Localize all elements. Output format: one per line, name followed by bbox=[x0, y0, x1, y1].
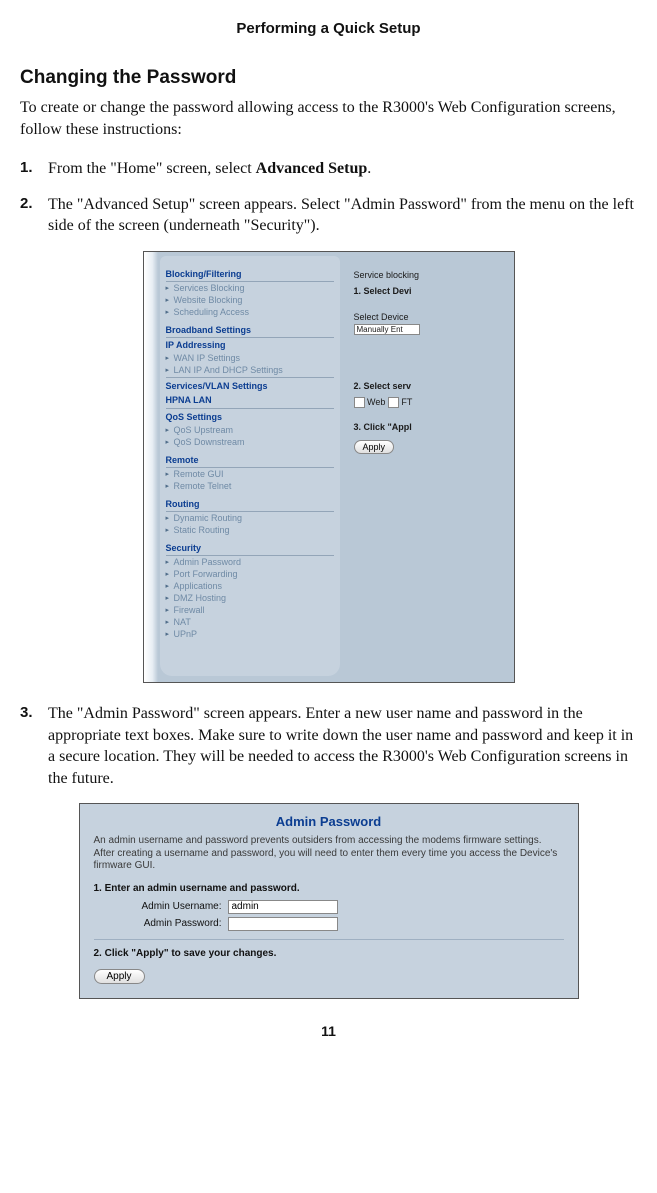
main-panel: Service blocking 1. Select Devi Select D… bbox=[344, 252, 514, 682]
nav-item[interactable]: Remote Telnet bbox=[166, 480, 334, 492]
ft-checkbox[interactable] bbox=[388, 397, 399, 408]
ft-label: FT bbox=[401, 397, 412, 407]
intro-text: To create or change the password allowin… bbox=[20, 97, 637, 140]
nav-item[interactable]: UPnP bbox=[166, 628, 334, 640]
password-label: Admin Password: bbox=[122, 918, 222, 929]
nav-sidebar: Blocking/Filtering Services Blocking Web… bbox=[160, 256, 340, 676]
nav-item-admin-password[interactable]: Admin Password bbox=[166, 556, 334, 568]
nav-item[interactable]: Services Blocking bbox=[166, 282, 334, 294]
nav-subhead-services: Services/VLAN Settings bbox=[166, 379, 334, 393]
main-step1: 1. Select Devi bbox=[354, 282, 514, 298]
section-title: Changing the Password bbox=[20, 67, 637, 89]
apply-button[interactable]: Apply bbox=[354, 440, 395, 454]
username-label: Admin Username: bbox=[122, 901, 222, 912]
panel-description: An admin username and password prevents … bbox=[94, 835, 564, 873]
nav-item[interactable]: WAN IP Settings bbox=[166, 352, 334, 364]
main-step2: 2. Select serv bbox=[354, 377, 514, 393]
password-input[interactable] bbox=[228, 917, 338, 931]
web-label: Web bbox=[367, 397, 385, 407]
select-device-dropdown[interactable]: Manually Ent bbox=[354, 324, 420, 335]
nav-subhead-hpna: HPNA LAN bbox=[166, 393, 334, 407]
step-1-pre: From the "Home" screen, select bbox=[48, 160, 256, 177]
apply-button[interactable]: Apply bbox=[94, 969, 145, 984]
nav-head-blocking: Blocking/Filtering bbox=[166, 266, 334, 282]
nav-subhead-ipaddr: IP Addressing bbox=[166, 338, 334, 352]
checkbox-row: Web FT bbox=[354, 393, 514, 410]
nav-head-remote: Remote bbox=[166, 452, 334, 468]
figure-admin-password-panel: Admin Password An admin username and pas… bbox=[79, 803, 579, 999]
panel-step1: 1. Enter an admin username and password. bbox=[94, 883, 564, 894]
nav-subhead-qos: QoS Settings bbox=[166, 410, 334, 424]
nav-head-broadband: Broadband Settings bbox=[166, 322, 334, 338]
nav-head-security: Security bbox=[166, 540, 334, 556]
nav-item[interactable]: Dynamic Routing bbox=[166, 512, 334, 524]
nav-item[interactable]: DMZ Hosting bbox=[166, 592, 334, 604]
step-1: From the "Home" screen, select Advanced … bbox=[20, 158, 637, 180]
step-1-post: . bbox=[367, 160, 371, 177]
page-header: Performing a Quick Setup bbox=[20, 20, 637, 37]
step-2: The "Advanced Setup" screen appears. Sel… bbox=[20, 194, 637, 237]
nav-item[interactable]: Firewall bbox=[166, 604, 334, 616]
nav-head-routing: Routing bbox=[166, 496, 334, 512]
nav-item[interactable]: Static Routing bbox=[166, 524, 334, 536]
nav-item[interactable]: LAN IP And DHCP Settings bbox=[166, 364, 334, 376]
step-1-bold: Advanced Setup bbox=[256, 160, 368, 177]
nav-item[interactable]: Port Forwarding bbox=[166, 568, 334, 580]
step-3: The "Admin Password" screen appears. Ent… bbox=[20, 703, 637, 789]
select-device-label: Select Device bbox=[354, 308, 514, 324]
figure-sidebar-screenshot: Blocking/Filtering Services Blocking Web… bbox=[143, 251, 515, 683]
panel-title: Admin Password bbox=[94, 810, 564, 835]
panel-step2: 2. Click "Apply" to save your changes. bbox=[94, 948, 564, 959]
nav-item[interactable]: QoS Upstream bbox=[166, 424, 334, 436]
main-step3: 3. Click "Appl bbox=[354, 418, 514, 434]
svc-block-label: Service blocking bbox=[354, 266, 514, 282]
nav-item[interactable]: Remote GUI bbox=[166, 468, 334, 480]
nav-item[interactable]: Scheduling Access bbox=[166, 306, 334, 318]
username-input[interactable] bbox=[228, 900, 338, 914]
web-checkbox[interactable] bbox=[354, 397, 365, 408]
nav-item[interactable]: Website Blocking bbox=[166, 294, 334, 306]
page-number: 11 bbox=[20, 1023, 637, 1039]
gradient-strip bbox=[144, 252, 158, 682]
nav-item[interactable]: Applications bbox=[166, 580, 334, 592]
nav-item[interactable]: QoS Downstream bbox=[166, 436, 334, 448]
nav-item[interactable]: NAT bbox=[166, 616, 334, 628]
